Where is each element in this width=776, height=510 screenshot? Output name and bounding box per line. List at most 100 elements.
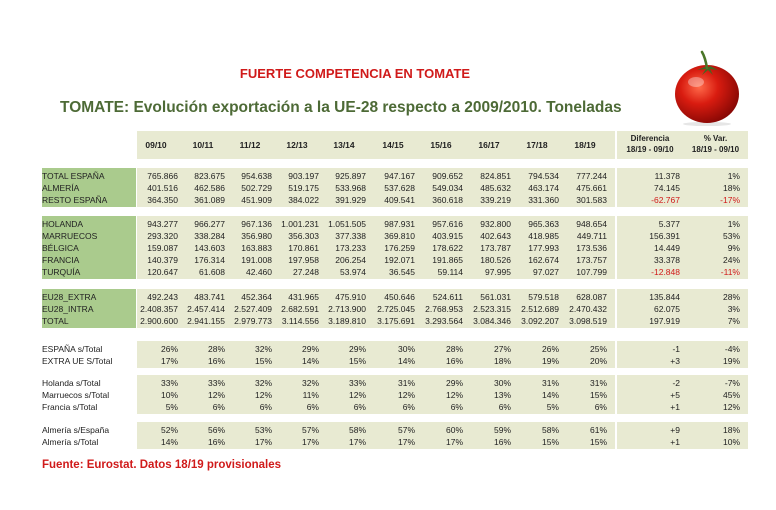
row-label: MARRUECOS [42, 231, 98, 241]
cell-value: 176.314 [194, 255, 225, 265]
values-band [137, 375, 615, 414]
cell-value: 32% [254, 344, 272, 354]
cell-diff: 14.449 [654, 243, 680, 253]
cell-value: 579.518 [528, 292, 559, 302]
cell-value: 42.460 [246, 267, 272, 277]
cell-pct: 1% [727, 219, 740, 229]
cell-value: 6% [353, 402, 366, 412]
cell-diff: 5.377 [658, 219, 680, 229]
cell-value: 180.526 [480, 255, 511, 265]
cell-value: 475.910 [335, 292, 366, 302]
cell-diff: -12.848 [651, 267, 680, 277]
cell-pct: 10% [722, 437, 740, 447]
cell-value: 15% [348, 356, 366, 366]
cell-value: 97.027 [533, 267, 559, 277]
cell-value: 628.087 [576, 292, 607, 302]
cell-value: 27% [493, 344, 511, 354]
cell-value: 301.583 [576, 195, 607, 205]
cell-value: 909.652 [432, 171, 463, 181]
cell-pct: 12% [722, 402, 740, 412]
cell-diff: +9 [670, 425, 680, 435]
cell-value: 33% [160, 378, 178, 388]
cell-pct: 1% [727, 171, 740, 181]
cell-value: 29% [301, 344, 319, 354]
cell-value: 59% [493, 425, 511, 435]
cell-value: 15% [589, 390, 607, 400]
diff-header: Diferencia 18/19 - 09/10 [617, 133, 683, 155]
row-label: BÉLGICA [42, 243, 79, 253]
cell-value: 17% [254, 437, 272, 447]
cell-value: 3.114.556 [281, 316, 319, 326]
cell-value: 485.632 [480, 183, 511, 193]
cell-value: 14% [397, 356, 415, 366]
cell-value: 12% [348, 390, 366, 400]
cell-value: 3.084.346 [473, 316, 511, 326]
cell-value: 3.175.691 [377, 316, 415, 326]
cell-value: 173.757 [576, 255, 607, 265]
cell-value: 52% [160, 425, 178, 435]
cell-value: 948.654 [576, 219, 607, 229]
cell-value: 794.534 [528, 171, 559, 181]
values-band [137, 216, 615, 279]
cell-value: 170.861 [288, 243, 319, 253]
cell-value: 3.293.564 [425, 316, 463, 326]
table-row: TOTAL ESPAÑA 765.866 823.675 954.638 903.197… [42, 170, 748, 182]
cell-value: 192.071 [384, 255, 415, 265]
cell-value: 519.175 [288, 183, 319, 193]
cell-value: 2.725.045 [377, 304, 415, 314]
table-row: EU28_EXTRA 492.243 483.741 452.364 431.965 47… [42, 291, 748, 303]
cell-diff: 156.391 [649, 231, 680, 241]
diff-band [617, 422, 748, 449]
diff-band [617, 375, 748, 414]
cell-value: 30% [493, 378, 511, 388]
cell-value: 16% [207, 437, 225, 447]
cell-value: 32% [254, 378, 272, 388]
cell-value: 162.674 [528, 255, 559, 265]
cell-value: 143.603 [194, 243, 225, 253]
cell-value: 18% [493, 356, 511, 366]
diff-band [617, 341, 748, 368]
table-row: HOLANDA 943.277 966.277 967.136 1.001.231 1.0… [42, 218, 748, 230]
cell-value: 463.174 [528, 183, 559, 193]
cell-value: 33% [207, 378, 225, 388]
cell-value: 2.900.600 [140, 316, 178, 326]
column-header: 17/18 [526, 140, 548, 150]
source-note: Fuente: Eurostat. Datos 18/19 provisiona… [42, 459, 282, 471]
cell-value: 59.114 [437, 267, 463, 277]
table-row: Almería s/Total 14% 16% 17% 17% 17% 17% 17% 16% 1… [42, 436, 748, 448]
values-band [137, 168, 615, 207]
cell-pct: -7% [724, 378, 740, 388]
cell-value: 13% [493, 390, 511, 400]
var-header-line: 18/19 - 09/10 [691, 145, 740, 154]
cell-value: 60% [445, 425, 463, 435]
table-row: FRANCIA 140.379 176.314 191.008 197.958 206.2… [42, 254, 748, 266]
cell-value: 14% [160, 437, 178, 447]
cell-value: 549.034 [432, 183, 463, 193]
cell-value: 824.851 [480, 171, 511, 181]
row-label: FRANCIA [42, 255, 80, 265]
cell-value: 61% [589, 425, 607, 435]
cell-value: 31% [541, 378, 559, 388]
cell-value: 418.985 [528, 231, 559, 241]
table-row: Holanda s/Total 33% 33% 32% 32% 33% 31% 29% 30% 3… [42, 377, 748, 389]
cell-diff: 62.075 [654, 304, 680, 314]
cell-value: 1.001.231 [281, 219, 319, 229]
cell-pct: 18% [722, 183, 740, 193]
cell-value: 58% [348, 425, 366, 435]
cell-value: 14% [301, 356, 319, 366]
cell-value: 26% [541, 344, 559, 354]
cell-value: 2.512.689 [521, 304, 559, 314]
table-row: ALMERÍA 401.516 462.586 502.729 519.175 533.9… [42, 182, 748, 194]
cell-value: 5% [165, 402, 178, 412]
table-row: ESPAÑA s/Total 26% 28% 32% 29% 29% 30% 28% 27% 26… [42, 343, 748, 355]
cell-value: 12% [445, 390, 463, 400]
cell-value: 925.897 [335, 171, 366, 181]
cell-value: 943.277 [147, 219, 178, 229]
cell-value: 6% [259, 402, 272, 412]
cell-diff: +3 [670, 356, 680, 366]
row-label: EU28_INTRA [42, 304, 94, 314]
cell-value: 954.638 [241, 171, 272, 181]
cell-value: 17% [160, 356, 178, 366]
row-label: Francia s/Total [42, 402, 98, 412]
cell-value: 57% [397, 425, 415, 435]
